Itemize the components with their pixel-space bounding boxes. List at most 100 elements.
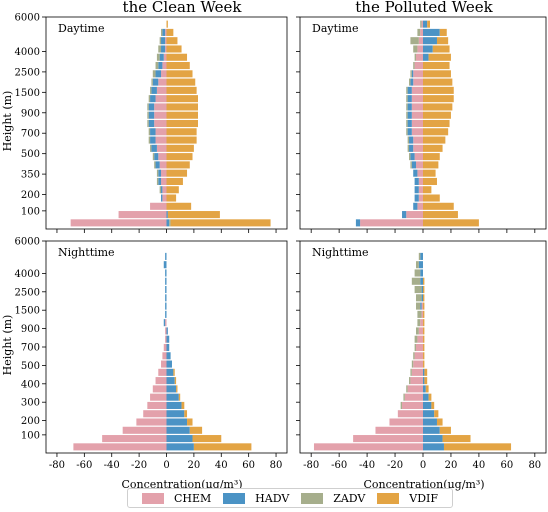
bar-vdif (428, 53, 451, 61)
bar-vdif (423, 202, 454, 210)
bar-vdif (423, 277, 425, 285)
bar-zadv (416, 294, 422, 302)
bar-vdif (443, 443, 512, 451)
bar-vdif (423, 310, 425, 318)
bar-zadv (409, 377, 411, 385)
bar-chem (416, 53, 423, 61)
bar-zadv (147, 119, 149, 128)
bar-vdif (166, 45, 182, 53)
bar-chem (413, 144, 423, 152)
bar-chem (161, 70, 167, 78)
bar-vdif (423, 294, 425, 302)
legend: CHEM HADV ZADV VDIF (127, 488, 453, 508)
bar-hadv (148, 103, 155, 111)
bar-zadv (148, 128, 151, 136)
bar-zadv (410, 37, 419, 45)
bar-vdif (423, 144, 443, 152)
bar-hadv (407, 86, 412, 94)
bar-hadv (162, 28, 166, 36)
bar-vdif (192, 435, 222, 443)
bar-vdif (423, 360, 425, 368)
bar-chem (158, 368, 167, 376)
x-tick-label: 40 (215, 460, 228, 471)
x-tick-label: 40 (473, 460, 486, 471)
bar-zadv (152, 153, 155, 161)
bar-hadv (423, 418, 437, 426)
bar-chem (163, 343, 167, 352)
bar-zadv (413, 62, 415, 70)
bar-vdif (423, 103, 453, 111)
bar-chem (161, 177, 167, 185)
x-tick-label: -20 (387, 460, 403, 471)
bar-vdif (166, 194, 177, 202)
bar-hadv (407, 119, 412, 128)
legend-label-zadv: ZADV (333, 491, 366, 505)
xlabel-left: Concentration(μg/m³) (121, 478, 242, 491)
x-tick-label: 60 (242, 460, 255, 471)
bar-chem (411, 111, 423, 119)
legend-label-vdif: VDIF (409, 491, 439, 505)
bar-chem (136, 418, 167, 426)
bar-vdif (424, 368, 428, 376)
y-tick-label: 700 (21, 343, 40, 354)
bar-chem (102, 435, 167, 443)
bar-hadv (166, 443, 194, 451)
bar-hadv (155, 161, 160, 169)
bar-hadv (402, 211, 407, 219)
bar-zadv (414, 286, 422, 294)
bar-chem (413, 360, 423, 368)
bar-chem (155, 128, 167, 136)
ylabel-bottom: Height (m) (1, 315, 14, 376)
bar-hadv (355, 219, 361, 227)
bar-vdif (184, 410, 188, 418)
bar-hadv (161, 37, 166, 45)
y-tick-label: 300 (21, 398, 40, 409)
column-title-clean: the Clean Week (123, 0, 243, 16)
bar-chem (406, 211, 423, 219)
bar-vdif (425, 385, 429, 393)
bar-hadv (421, 286, 423, 294)
y-tick-label: 350 (21, 170, 40, 181)
bar-vdif (166, 70, 193, 78)
bar-hadv (407, 95, 412, 103)
bar-hadv (410, 78, 414, 86)
bar-chem (150, 202, 167, 210)
panel-1: 100 200 350 500 700 900 1500 2500 4000 6000 Daytim… (15, 13, 288, 233)
bar-zadv (414, 343, 417, 352)
bar-chem (165, 28, 167, 36)
bar-chem (418, 327, 423, 335)
bar-vdif (423, 62, 450, 70)
bar-hadv (409, 144, 414, 152)
bar-chem (418, 186, 423, 194)
bar-vdif (166, 95, 198, 103)
x-tick-label: -60 (76, 460, 92, 471)
bar-vdif (178, 393, 181, 401)
bar-vdif (423, 343, 425, 352)
bar-hadv (423, 410, 435, 418)
bar-vdif (166, 144, 194, 152)
bar-vdif (423, 95, 454, 103)
bar-vdif (423, 111, 451, 119)
bar-chem (162, 186, 167, 194)
ylabel-top: Height (m) (1, 91, 14, 152)
bar-zadv (406, 86, 408, 94)
y-tick-label: 2500 (15, 287, 40, 298)
y-tick-label: 400 (21, 379, 40, 390)
bar-zadv (400, 401, 403, 409)
bar-hadv (154, 153, 159, 161)
bar-chem (313, 443, 423, 451)
bar-chem (411, 86, 423, 94)
bar-vdif (423, 319, 425, 327)
bar-zadv (150, 86, 152, 94)
bar-zadv (406, 119, 408, 128)
x-tick-label: -20 (131, 460, 147, 471)
bar-hadv (166, 360, 172, 368)
bar-zadv (414, 269, 421, 277)
bar-hadv (158, 169, 162, 177)
bar-hadv (148, 111, 155, 119)
bar-vdif (423, 186, 432, 194)
bar-chem (411, 119, 423, 128)
bar-vdif (423, 161, 439, 169)
bar-zadv (406, 385, 408, 393)
bar-zadv (407, 136, 410, 144)
